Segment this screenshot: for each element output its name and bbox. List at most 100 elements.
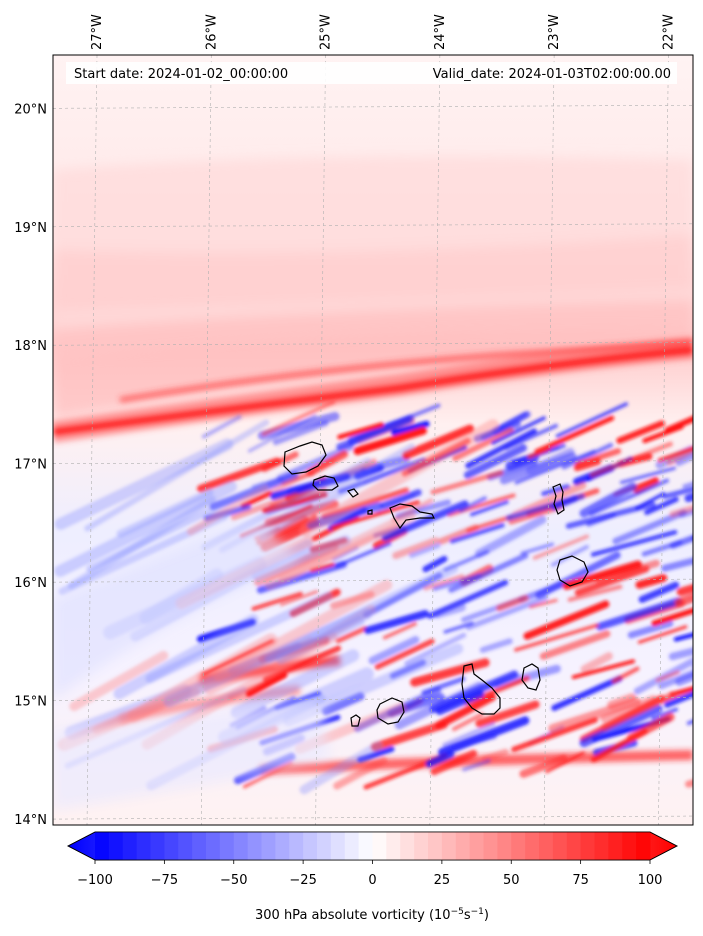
island-sao-nicolau bbox=[389, 503, 435, 530]
vorticity-streak bbox=[539, 630, 611, 660]
colorbar-step bbox=[552, 832, 568, 860]
vorticity-streak bbox=[573, 457, 602, 472]
colorbar-step bbox=[206, 832, 221, 860]
annotation-box bbox=[66, 62, 677, 84]
vorticity-streak bbox=[527, 446, 551, 459]
parallel-line bbox=[53, 341, 693, 346]
vorticity-streak bbox=[588, 478, 670, 516]
vorticity-streak bbox=[637, 625, 688, 644]
meridian-line bbox=[658, 55, 669, 825]
vorticity-streak bbox=[657, 446, 693, 463]
vorticity-streak bbox=[475, 700, 540, 728]
colorbar-step bbox=[178, 832, 193, 860]
colorbar-step bbox=[386, 832, 401, 860]
latitude-labels: 20°N 19°N 18°N 17°N 16°N 15°N 14°N bbox=[14, 102, 47, 828]
colorbar-step bbox=[469, 832, 484, 860]
island-fogo bbox=[376, 697, 405, 725]
colorbar-step bbox=[289, 832, 304, 860]
colorbar-step bbox=[247, 832, 262, 860]
cbar-label-exp2: −1 bbox=[471, 907, 484, 917]
lat-label-16n: 16°N bbox=[14, 576, 47, 591]
vorticity-streak bbox=[450, 732, 497, 750]
colorbar-step bbox=[219, 832, 235, 860]
colorbar-step bbox=[317, 832, 332, 860]
parallel-line bbox=[53, 578, 693, 583]
cbar-tick-m75: −75 bbox=[151, 873, 178, 888]
vorticity-streak bbox=[551, 675, 623, 711]
colorbar-step bbox=[261, 832, 276, 860]
vorticity-streak bbox=[616, 420, 666, 444]
vorticity-streak bbox=[514, 623, 599, 652]
vorticity-streak bbox=[491, 416, 546, 445]
vorticity-streak bbox=[541, 484, 570, 497]
vorticity-streak bbox=[463, 444, 527, 479]
vorticity-streak bbox=[669, 534, 693, 549]
vorticity-streak bbox=[364, 610, 429, 635]
vorticity-streak bbox=[380, 489, 422, 509]
meridian-line bbox=[86, 55, 98, 825]
vorticity-streak bbox=[430, 749, 478, 776]
vorticity-streak bbox=[435, 693, 497, 730]
vorticity-streak bbox=[276, 443, 354, 482]
cbar-tick-75: 75 bbox=[572, 873, 589, 888]
lat-label-15n: 15°N bbox=[14, 695, 47, 710]
vorticity-streak bbox=[306, 450, 349, 477]
vorticity-streak bbox=[245, 671, 288, 697]
southwest-negative-region bbox=[53, 520, 330, 810]
vorticity-streak bbox=[675, 452, 693, 467]
meridian-line bbox=[315, 55, 326, 825]
vorticity-streak bbox=[261, 400, 336, 437]
lat-label-20n: 20°N bbox=[14, 102, 47, 117]
vorticity-streak bbox=[335, 626, 368, 644]
vorticity-band bbox=[116, 488, 214, 538]
vorticity-streak bbox=[664, 690, 693, 708]
vorticity-streak bbox=[626, 712, 675, 743]
colorbar-step bbox=[622, 832, 637, 860]
vorticity-streak bbox=[247, 414, 317, 453]
colorbar-step bbox=[539, 832, 554, 860]
vorticity-streak bbox=[479, 638, 513, 653]
colorbar-ticks: −100 −75 −50 −25 0 25 50 75 100 bbox=[77, 873, 662, 888]
graticule bbox=[53, 55, 693, 825]
vorticity-streak bbox=[528, 598, 558, 609]
vorticity-streak bbox=[662, 486, 693, 499]
vorticity-streak bbox=[432, 573, 482, 591]
cbar-label-unit: s bbox=[464, 908, 471, 923]
vorticity-streak bbox=[433, 603, 466, 619]
vorticity-streak bbox=[503, 423, 559, 451]
colorbar-step bbox=[441, 832, 457, 860]
cbar-tick-0: 0 bbox=[368, 873, 376, 888]
vorticity-streak bbox=[611, 666, 640, 684]
island-brava bbox=[350, 714, 361, 727]
colorbar-step bbox=[511, 832, 526, 860]
vorticity-streak bbox=[651, 607, 693, 626]
vorticity-streak bbox=[336, 416, 412, 451]
vorticity-streak bbox=[443, 621, 474, 634]
vorticity-streak bbox=[550, 544, 589, 567]
vorticity-streak bbox=[423, 574, 465, 591]
vorticity-streak bbox=[421, 676, 466, 695]
vorticity-streak bbox=[438, 524, 480, 545]
vorticity-streak bbox=[402, 424, 475, 460]
vorticity-band bbox=[69, 650, 169, 712]
colorbar-step bbox=[233, 832, 249, 860]
vorticity-band bbox=[145, 591, 333, 684]
colorbar-step bbox=[608, 832, 623, 860]
vorticity-streak bbox=[692, 665, 693, 670]
vorticity-streak bbox=[435, 690, 485, 716]
island-santa-luzia bbox=[346, 488, 359, 498]
vorticity-streak bbox=[666, 446, 693, 466]
lat-label-17n: 17°N bbox=[14, 458, 47, 473]
vorticity-streak bbox=[465, 428, 537, 469]
vorticity-streak bbox=[600, 691, 677, 731]
vorticity-streak bbox=[422, 555, 448, 573]
vorticity-streak bbox=[534, 415, 615, 455]
island-sao-vicente bbox=[312, 475, 339, 491]
vorticity-streak bbox=[481, 748, 509, 763]
vorticity-streak bbox=[448, 552, 529, 593]
colorbar-step bbox=[150, 832, 165, 860]
vorticity-streak bbox=[644, 496, 679, 515]
plot-frame bbox=[52, 54, 694, 826]
vorticity-streak bbox=[651, 707, 679, 721]
colorbar-step bbox=[164, 832, 179, 860]
